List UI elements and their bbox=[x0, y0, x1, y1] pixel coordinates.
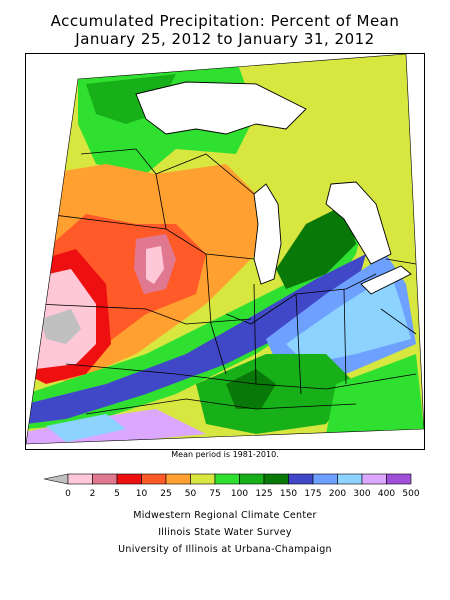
band-300-400-southwest bbox=[46, 414, 126, 442]
legend-swatch bbox=[263, 473, 289, 485]
legend-swatch bbox=[67, 473, 93, 485]
legend-label: 300 bbox=[353, 489, 370, 499]
legend-swatch bbox=[288, 473, 314, 485]
legend-swatch bbox=[116, 473, 142, 485]
precipitation-map bbox=[25, 53, 425, 450]
legend-label: 50 bbox=[185, 489, 197, 499]
legend-label: 200 bbox=[329, 489, 346, 499]
legend-label: 2 bbox=[90, 489, 96, 499]
legend-label: 175 bbox=[304, 489, 321, 499]
credit-isws: Illinois State Water Survey bbox=[158, 527, 292, 538]
band-0-2-center bbox=[146, 246, 164, 284]
legend-label: 0 bbox=[65, 489, 71, 499]
legend-swatch bbox=[92, 473, 118, 485]
lake-outlines bbox=[135, 81, 412, 295]
map-title-line2: January 25, 2012 to January 31, 2012 bbox=[75, 30, 375, 48]
state-boundaries bbox=[35, 148, 417, 415]
mean-period-note: Mean period is 1981-2010. bbox=[171, 450, 279, 459]
map-domain-outline bbox=[26, 54, 424, 445]
legend-swatch bbox=[165, 473, 191, 485]
band-150-175-michigan bbox=[276, 204, 356, 289]
lake-michigan bbox=[254, 184, 281, 284]
legend-label: 100 bbox=[231, 489, 248, 499]
legend-swatch bbox=[337, 473, 363, 485]
band-175-200-diagonal bbox=[26, 254, 366, 424]
legend-label: 75 bbox=[209, 489, 220, 499]
band-300-400-east bbox=[286, 274, 411, 364]
legend-label: 150 bbox=[280, 489, 297, 499]
legend-swatch bbox=[361, 473, 387, 485]
legend-below-arrow bbox=[43, 473, 69, 485]
legend-swatch bbox=[239, 473, 265, 485]
lake-superior bbox=[136, 82, 306, 134]
legend-swatch bbox=[312, 473, 338, 485]
map-title-line1: Accumulated Precipitation: Percent of Me… bbox=[50, 12, 400, 30]
legend-label: 25 bbox=[160, 489, 171, 499]
legend-label: 400 bbox=[378, 489, 395, 499]
lake-erie bbox=[361, 266, 411, 294]
band-below-0-west bbox=[41, 309, 81, 344]
credit-uiuc: University of Illinois at Urbana-Champai… bbox=[118, 544, 332, 555]
legend-swatch bbox=[214, 473, 240, 485]
band-125-150-south bbox=[196, 354, 356, 434]
credit-mrcc: Midwestern Regional Climate Center bbox=[133, 510, 317, 521]
legend-swatch bbox=[190, 473, 216, 485]
legend-label: 125 bbox=[255, 489, 272, 499]
legend-swatch bbox=[141, 473, 167, 485]
band-100-125-middle bbox=[26, 214, 366, 429]
legend-label: 5 bbox=[114, 489, 120, 499]
band-150-175-south bbox=[226, 369, 276, 409]
legend-swatch bbox=[386, 473, 412, 485]
band-100-125-southeast bbox=[326, 354, 424, 434]
legend-label: 500 bbox=[402, 489, 419, 499]
lake-huron bbox=[326, 182, 391, 264]
color-legend: 0 2 5 10 25 50 75 100 125 150 175 200 300 400 500 bbox=[43, 473, 420, 499]
legend-label: 10 bbox=[136, 489, 148, 499]
